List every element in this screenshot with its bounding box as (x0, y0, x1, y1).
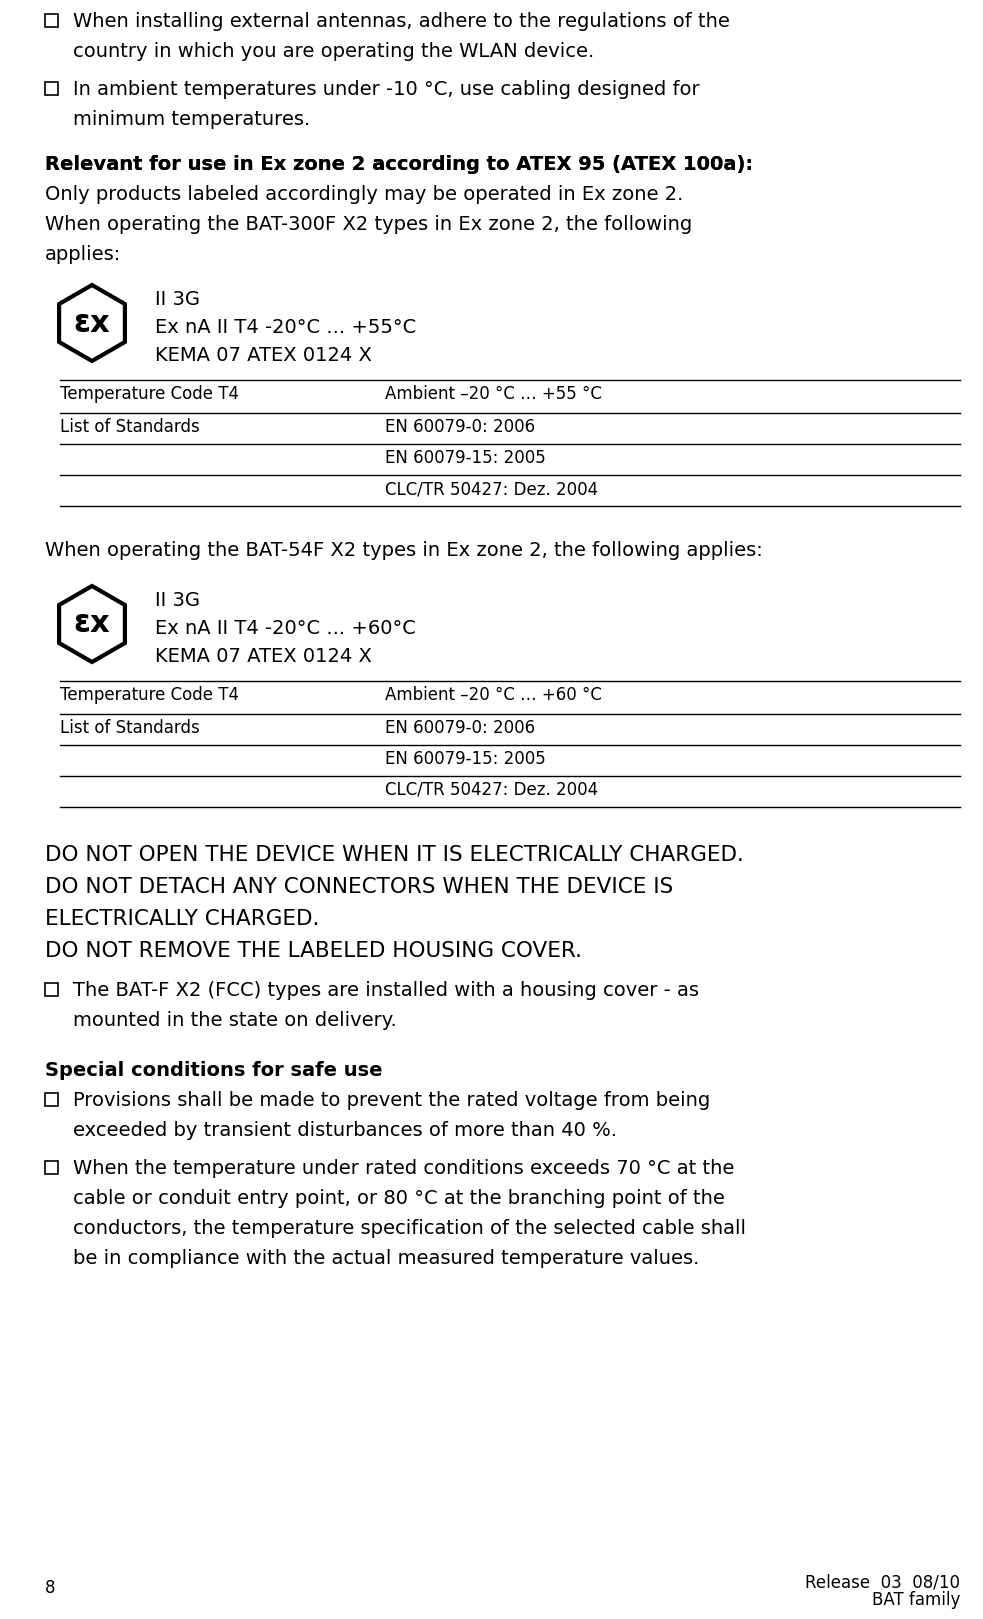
Text: Relevant for use in Ex zone 2 according to ATEX 95 (ATEX 100a): Relevant for use in Ex zone 2 according … (45, 155, 745, 173)
Text: Relevant for use in Ex zone 2 according to ATEX 95 (ATEX 100a):: Relevant for use in Ex zone 2 according … (45, 155, 753, 173)
Text: When installing external antennas, adhere to the regulations of the: When installing external antennas, adher… (73, 11, 729, 31)
Text: cable or conduit entry point, or 80 °C at the branching point of the: cable or conduit entry point, or 80 °C a… (73, 1188, 724, 1208)
Text: Special conditions for safe use: Special conditions for safe use (45, 1060, 382, 1080)
Text: Ambient –20 °C … +60 °C: Ambient –20 °C … +60 °C (385, 686, 602, 704)
Text: Temperature Code T4: Temperature Code T4 (60, 385, 239, 403)
Bar (45, 15, 58, 28)
Text: In ambient temperatures under -10 °C, use cabling designed for: In ambient temperatures under -10 °C, us… (73, 79, 700, 99)
Text: ELECTRICALLY CHARGED.: ELECTRICALLY CHARGED. (45, 908, 319, 929)
Text: DO NOT OPEN THE DEVICE WHEN IT IS ELECTRICALLY CHARGED.: DO NOT OPEN THE DEVICE WHEN IT IS ELECTR… (45, 845, 744, 865)
Text: εx: εx (74, 609, 110, 638)
Text: List of Standards: List of Standards (60, 719, 200, 737)
Text: DO NOT REMOVE THE LABELED HOUSING COVER.: DO NOT REMOVE THE LABELED HOUSING COVER. (45, 941, 582, 962)
Text: CLC/TR 50427: Dez. 2004: CLC/TR 50427: Dez. 2004 (385, 479, 598, 499)
Text: When operating the BAT-300F X2 types in Ex zone 2, the following: When operating the BAT-300F X2 types in … (45, 215, 692, 235)
Text: Only products labeled accordingly may be operated in Ex zone 2.: Only products labeled accordingly may be… (45, 185, 683, 204)
Text: II 3G: II 3G (155, 591, 200, 610)
Text: When operating the BAT-54F X2 types in Ex zone 2, the following applies:: When operating the BAT-54F X2 types in E… (45, 541, 763, 560)
Text: exceeded by transient disturbances of more than 40 %.: exceeded by transient disturbances of mo… (73, 1120, 617, 1140)
Text: Ambient –20 °C … +55 °C: Ambient –20 °C … +55 °C (385, 385, 602, 403)
Text: II 3G: II 3G (155, 290, 200, 309)
Text: When the temperature under rated conditions exceeds 70 °C at the: When the temperature under rated conditi… (73, 1159, 734, 1179)
Text: conductors, the temperature specification of the selected cable shall: conductors, the temperature specificatio… (73, 1219, 746, 1239)
Text: BAT family: BAT family (872, 1591, 960, 1609)
Polygon shape (59, 586, 125, 662)
Text: KEMA 07 ATEX 0124 X: KEMA 07 ATEX 0124 X (155, 648, 372, 665)
Text: EN 60079-0: 2006: EN 60079-0: 2006 (385, 418, 535, 436)
Text: Provisions shall be made to prevent the rated voltage from being: Provisions shall be made to prevent the … (73, 1091, 711, 1111)
Text: EN 60079-0: 2006: EN 60079-0: 2006 (385, 719, 535, 737)
Bar (45, 983, 58, 996)
Polygon shape (59, 285, 125, 361)
Text: Temperature Code T4: Temperature Code T4 (60, 686, 239, 704)
Text: country in which you are operating the WLAN device.: country in which you are operating the W… (73, 42, 595, 62)
Text: Release  03  08/10: Release 03 08/10 (805, 1574, 960, 1591)
Text: KEMA 07 ATEX 0124 X: KEMA 07 ATEX 0124 X (155, 346, 372, 364)
Text: εx: εx (74, 309, 110, 337)
Text: applies:: applies: (45, 244, 121, 264)
Text: 8: 8 (45, 1579, 55, 1596)
Text: The BAT-F X2 (FCC) types are installed with a housing cover - as: The BAT-F X2 (FCC) types are installed w… (73, 981, 699, 1001)
Text: EN 60079-15: 2005: EN 60079-15: 2005 (385, 448, 546, 466)
Text: mounted in the state on delivery.: mounted in the state on delivery. (73, 1010, 397, 1030)
Text: be in compliance with the actual measured temperature values.: be in compliance with the actual measure… (73, 1248, 699, 1268)
Text: Ex nA II T4 -20°C ... +55°C: Ex nA II T4 -20°C ... +55°C (155, 317, 416, 337)
Text: DO NOT DETACH ANY CONNECTORS WHEN THE DEVICE IS: DO NOT DETACH ANY CONNECTORS WHEN THE DE… (45, 877, 673, 897)
Text: List of Standards: List of Standards (60, 418, 200, 436)
Text: minimum temperatures.: minimum temperatures. (73, 110, 311, 130)
Bar (45, 1161, 58, 1174)
Text: EN 60079-15: 2005: EN 60079-15: 2005 (385, 750, 546, 767)
Text: Ex nA II T4 -20°C ... +60°C: Ex nA II T4 -20°C ... +60°C (155, 618, 416, 638)
Bar (45, 1093, 58, 1106)
Bar (45, 83, 58, 96)
Text: CLC/TR 50427: Dez. 2004: CLC/TR 50427: Dez. 2004 (385, 780, 598, 800)
